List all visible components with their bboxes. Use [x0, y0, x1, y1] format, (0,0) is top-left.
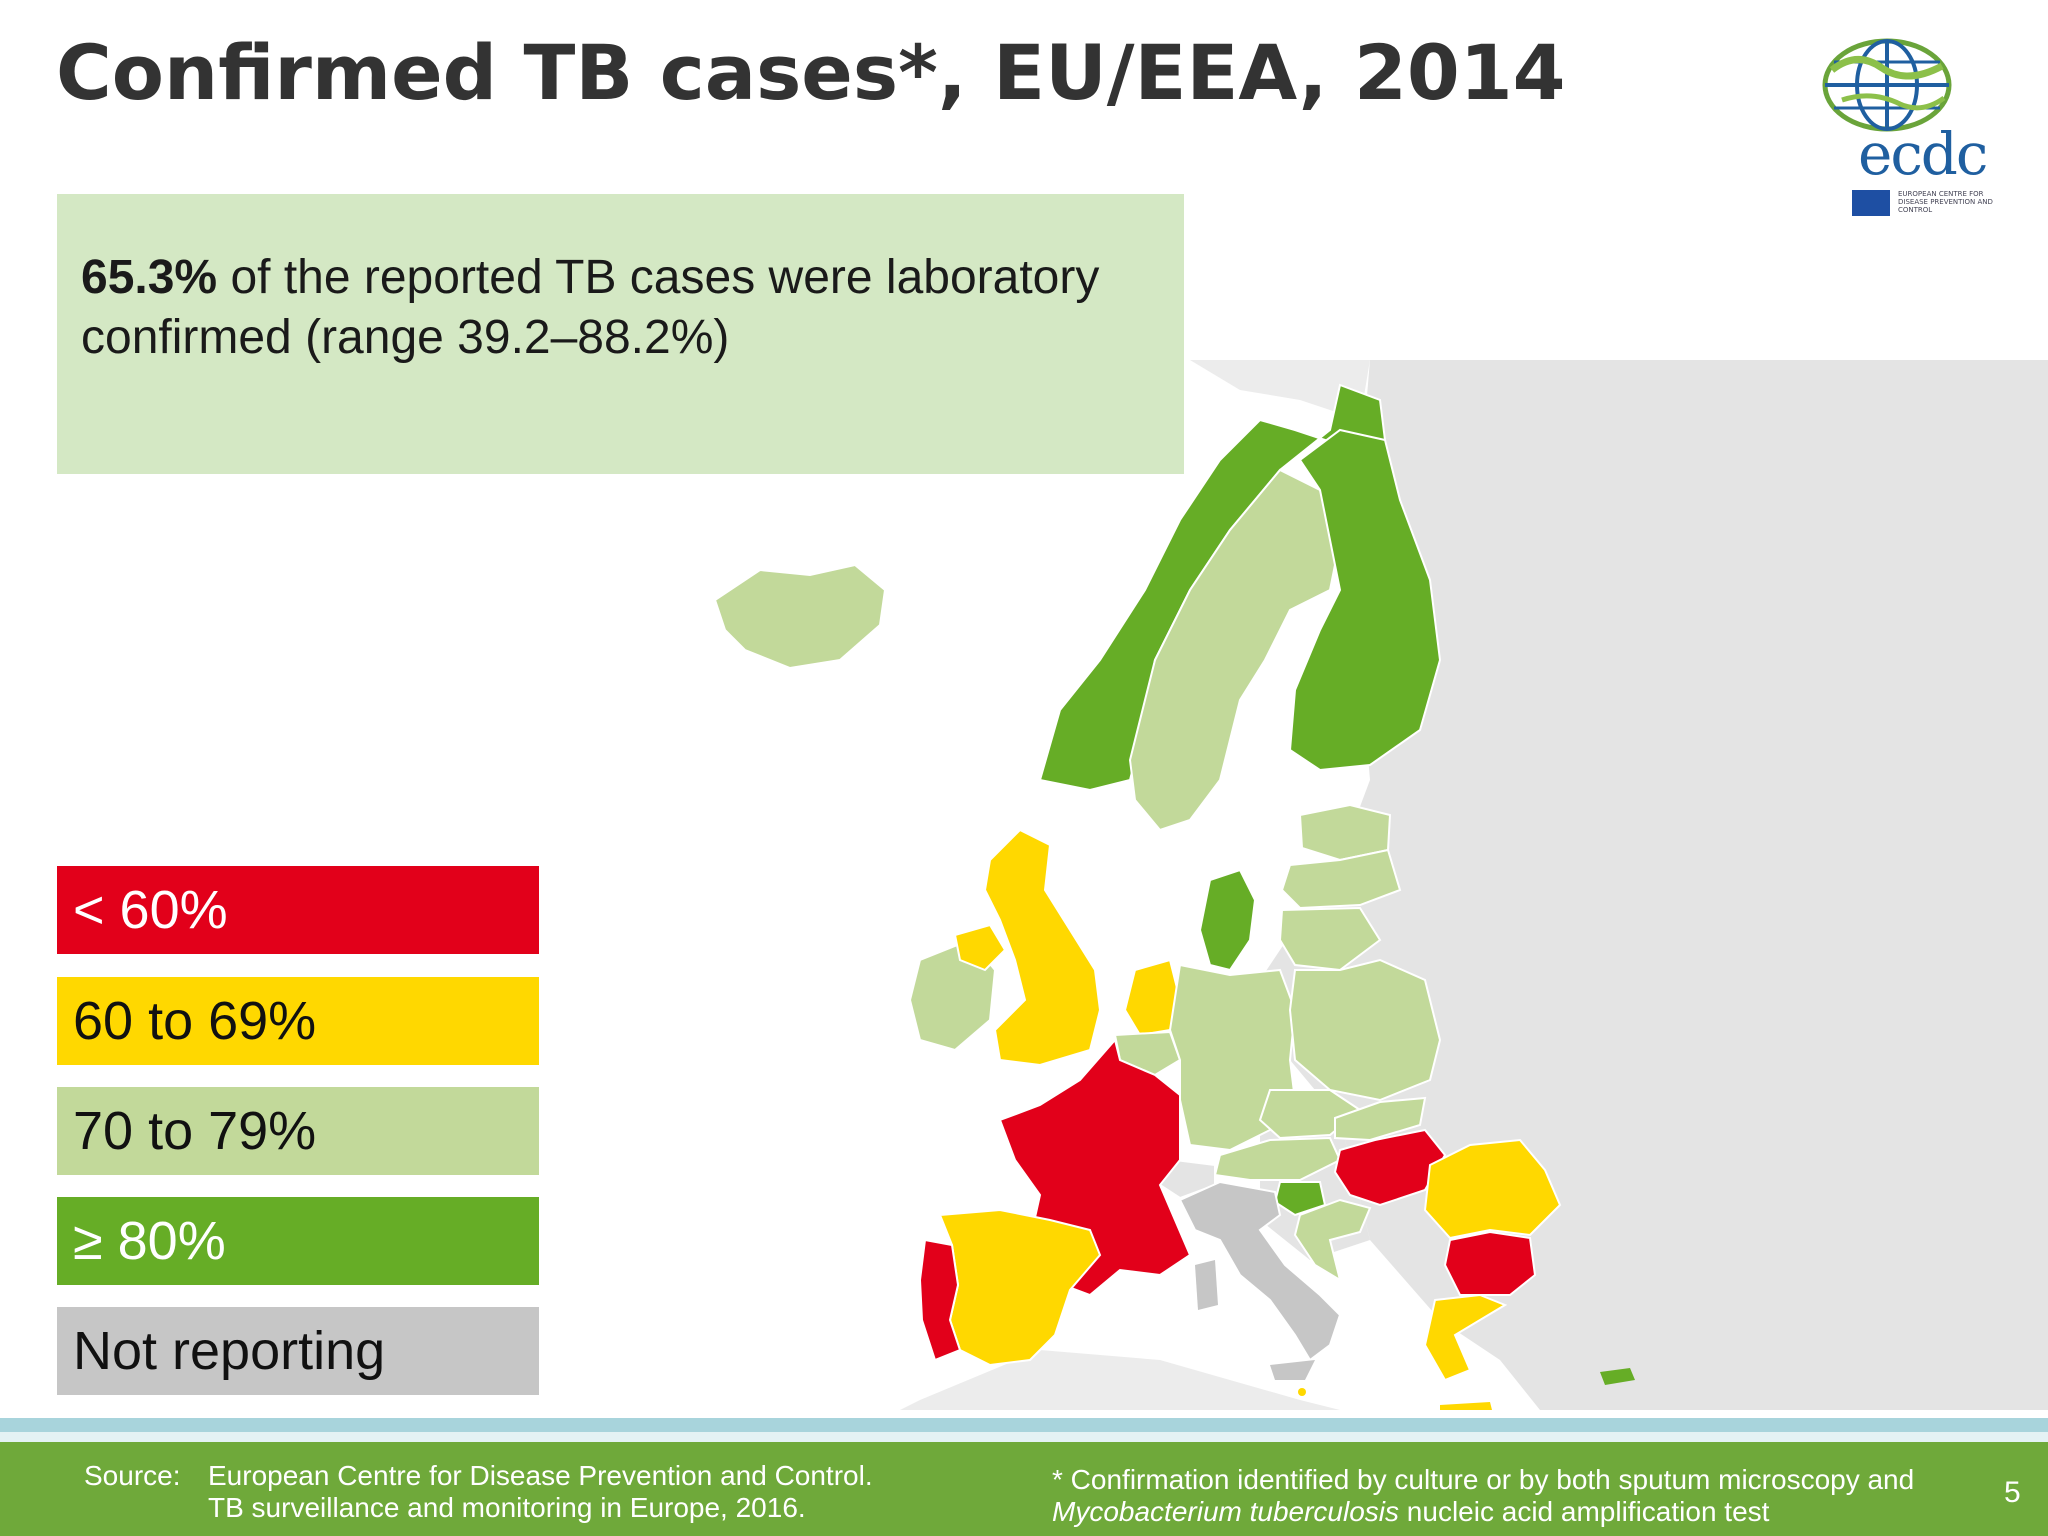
country-romania	[1423, 1138, 1562, 1240]
slide-title: Confirmed TB cases*, EU/EEA, 2014	[56, 28, 1566, 117]
legend-70-to-79: 70 to 79%	[57, 1087, 539, 1175]
footnote: * Confirmation identified by culture or …	[1052, 1464, 1914, 1528]
legend-label: < 60%	[73, 880, 228, 940]
country-poland	[1288, 958, 1442, 1102]
legend-label: ≥ 80%	[73, 1211, 226, 1271]
footer-divider	[0, 1418, 2048, 1432]
legend-not-reporting: Not reporting	[57, 1307, 539, 1395]
country-austria	[1213, 1136, 1342, 1181]
footnote-italic: Mycobacterium tuberculosis	[1052, 1496, 1400, 1527]
legend-80-plus: ≥ 80%	[57, 1197, 539, 1285]
summary-callout: 65.3% of the reported TB cases were labo…	[57, 194, 1184, 474]
source-line-2: TB surveillance and monitoring in Europe…	[208, 1492, 806, 1523]
country-bulgaria	[1443, 1230, 1537, 1296]
country-italy	[1178, 1180, 1342, 1362]
summary-highlight: 65.3%	[81, 251, 218, 304]
country-croatia	[1293, 1198, 1372, 1283]
eu-flag-icon	[1852, 190, 1890, 216]
background-land	[1260, 360, 2048, 1410]
country-cyprus	[1600, 1368, 1635, 1385]
source-text: European Centre for Disease Prevention a…	[208, 1460, 873, 1524]
source-label: Source:	[84, 1460, 181, 1491]
background-land-north	[1190, 360, 1370, 420]
page-number: 5	[2004, 1476, 2021, 1509]
country-latvia	[1280, 848, 1402, 910]
background-land-africa	[900, 1350, 1340, 1410]
slide-footer: Source: European Centre for Disease Prev…	[0, 1442, 2048, 1536]
footnote-suffix: nucleic acid amplification test	[1399, 1496, 1770, 1527]
country-united-kingdom	[983, 828, 1102, 1067]
footnote-line-2: Mycobacterium tuberculosis nucleic acid …	[1052, 1496, 1914, 1528]
source-line-1: European Centre for Disease Prevention a…	[208, 1460, 873, 1491]
country-denmark	[1198, 868, 1257, 972]
country-malta	[1298, 1388, 1306, 1396]
legend-60-to-69: 60 to 69%	[57, 977, 539, 1065]
legend-label: 70 to 79%	[73, 1101, 317, 1161]
country-slovakia	[1334, 1096, 1427, 1142]
country-iceland	[713, 563, 887, 670]
country-sweden	[1128, 468, 1342, 832]
country-northern-ireland	[953, 923, 1007, 972]
country-finland	[1288, 428, 1442, 772]
country-greece	[1423, 1293, 1508, 1382]
ecdc-logo: ecdc EUROPEAN CENTRE FOR DISEASE PREVENT…	[1808, 22, 2014, 216]
europe-map	[713, 360, 2048, 1410]
country-italy-sicily	[1270, 1360, 1315, 1380]
country-greece-crete	[1440, 1402, 1492, 1410]
summary-text: 65.3% of the reported TB cases were labo…	[81, 248, 1171, 368]
footnote-line-1: * Confirmation identified by culture or …	[1052, 1464, 1915, 1495]
country-italy-sardinia	[1195, 1260, 1218, 1310]
legend-label: 60 to 69%	[73, 991, 317, 1051]
legend-below-60: < 60%	[57, 866, 539, 954]
logo-subtext: EUROPEAN CENTRE FOR DISEASE PREVENTION A…	[1898, 190, 1993, 214]
legend-label: Not reporting	[73, 1321, 386, 1381]
country-hungary	[1333, 1128, 1447, 1207]
logo-wordmark: ecdc	[1858, 120, 1988, 188]
summary-body: of the reported TB cases were laboratory…	[81, 251, 1100, 364]
country-portugal	[918, 1238, 962, 1362]
footer-divider-light	[0, 1432, 2048, 1442]
globe-icon	[1822, 38, 1952, 132]
